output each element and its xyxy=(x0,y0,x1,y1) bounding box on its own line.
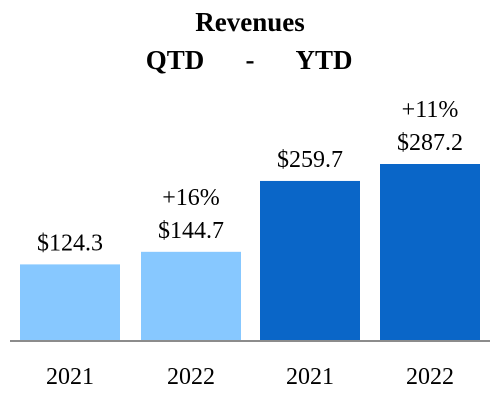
bar-ytd-2021 xyxy=(260,180,360,341)
bar-qtd-2021 xyxy=(20,264,120,341)
x-tick-label: 2022 xyxy=(167,364,215,390)
subtitle-separator: - xyxy=(246,45,255,75)
subtitle-ytd: YTD xyxy=(295,45,352,75)
growth-label: +16% xyxy=(162,185,220,211)
value-label: $144.7 xyxy=(158,218,224,244)
value-label: $287.2 xyxy=(397,130,463,156)
bars-group: $124.3 2021 $144.7 +16% 2022 $259.7 2021 $287.2… xyxy=(20,97,480,390)
x-tick-label: 2021 xyxy=(286,364,334,390)
growth-label: +11% xyxy=(402,97,459,123)
x-tick-label: 2022 xyxy=(406,364,454,390)
value-label: $124.3 xyxy=(37,230,103,256)
subtitle-qtd: QTD xyxy=(146,45,205,75)
bar-qtd-2022 xyxy=(141,251,241,341)
x-tick-label: 2021 xyxy=(46,364,94,390)
bar-ytd-2022 xyxy=(380,164,480,341)
value-label: $259.7 xyxy=(277,147,343,173)
chart-title: Revenues xyxy=(195,7,305,37)
